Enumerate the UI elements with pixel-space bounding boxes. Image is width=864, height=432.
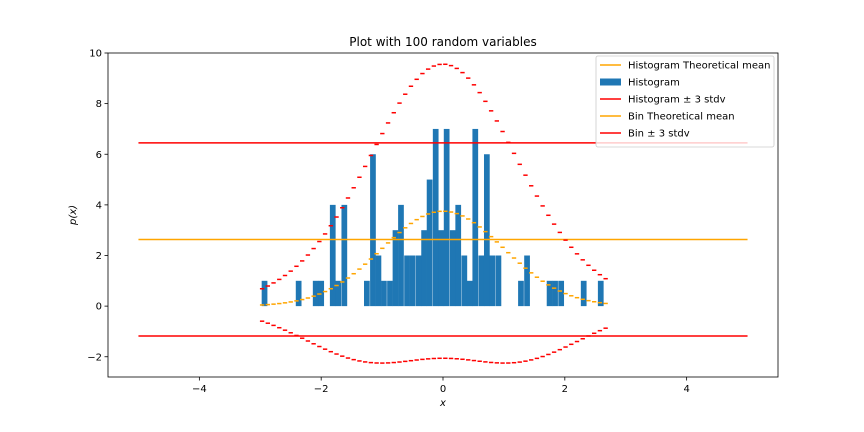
histogram-bar-11 [387,280,393,307]
legend-box [595,55,775,148]
histogram-bar-21 [443,128,450,307]
x-tick-label-3: 2 [562,384,568,395]
histogram-bar-24 [461,255,468,307]
histogram-bar-35 [558,280,565,307]
histogram-bar-0 [261,280,268,307]
x-axis: −4 −2 0 2 4 [192,377,690,395]
histogram-bar-5 [335,280,342,307]
histogram-bar-18 [426,179,433,307]
histogram-bar-2 [312,280,319,307]
legend-label-2: Histogram ± 3 stdv [628,95,726,106]
legend-label-1: Histogram [628,78,680,89]
histogram-bar-26 [472,128,479,307]
histogram-bar-19 [432,128,439,307]
legend: Histogram Theoretical mean Histogram Histo… [595,55,775,148]
x-tick-label-0: −4 [192,384,207,395]
histogram-bar-29 [489,255,496,307]
histogram-bar-22 [449,230,456,307]
histogram-bar-7 [364,280,370,307]
histogram-series [261,128,604,307]
histogram-bar-4 [329,204,336,307]
histogram-bar-28 [483,154,490,307]
histogram-bar-16 [415,255,422,307]
histogram-bar-6 [341,204,348,307]
histogram-bar-10 [381,280,387,307]
y-tick-label-4: 6 [96,150,102,161]
legend-label-3: Bin Theoretical mean [628,112,735,123]
y-tick-label-0: −2 [87,352,102,363]
histogram-bar-32 [524,255,530,307]
histogram-bar-37 [597,280,604,307]
y-tick-label-5: 8 [96,99,102,110]
y-axis-label: p(x) [68,205,79,226]
legend-label-4: Bin ± 3 stdv [628,129,690,140]
y-tick-label-6: 10 [89,49,102,60]
histogram-bar-13 [398,204,404,307]
histogram-bar-25 [466,280,473,307]
x-tick-label-4: 4 [683,384,689,395]
histogram-bar-33 [546,280,553,307]
legend-swatch-1 [600,78,621,86]
x-tick-label-2: 0 [440,384,446,395]
histogram-bar-8 [370,154,376,307]
histogram-bar-9 [375,255,382,307]
x-tick-label-1: −2 [314,384,329,395]
histogram-bar-34 [552,280,558,307]
y-tick-label-1: 0 [96,302,102,313]
histogram-bar-1 [295,280,302,307]
y-tick-label-3: 4 [96,200,102,211]
legend-label-0: Histogram Theoretical mean [628,61,770,72]
histogram-bar-17 [421,230,427,307]
histogram-bar-30 [495,255,502,307]
histogram-bar-23 [455,204,462,307]
x-axis-label: x [439,398,446,409]
bin-mean-series [259,210,608,306]
histogram-bar-12 [392,230,399,307]
histogram-bar-31 [518,280,524,307]
chart-title: Plot with 100 random variables [349,35,536,49]
histogram-bar-27 [478,255,485,307]
bin-stdv-series [259,63,608,364]
histogram-bar-36 [580,280,587,307]
histogram-bar-20 [438,230,445,307]
histogram-bar-15 [409,255,416,307]
y-tick-label-2: 2 [96,251,102,262]
y-axis: −2 0 2 4 6 8 10 [87,49,108,363]
histogram-bar-14 [404,255,410,307]
